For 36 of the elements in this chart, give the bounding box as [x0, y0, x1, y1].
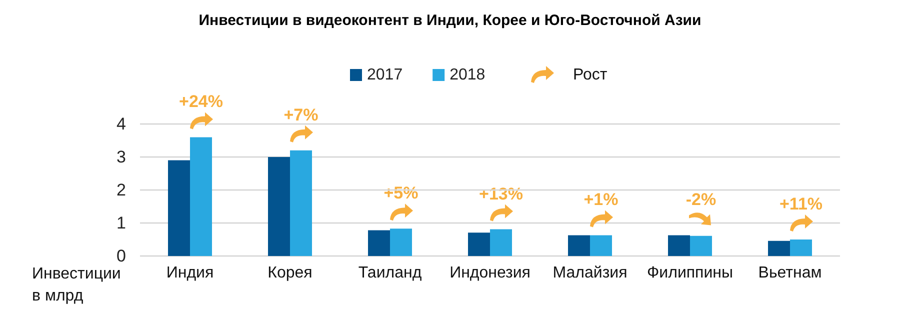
annotation: +7%: [284, 105, 318, 124]
y-tick-label: 1: [116, 214, 126, 232]
bar: [290, 150, 312, 256]
chart-title: Инвестиции в видеоконтент в Индии, Корее и Юго-Восточной Азии: [198, 12, 702, 29]
x-tick-label: Таиланд: [358, 264, 422, 282]
x-tick-label: Малайзия: [552, 264, 628, 282]
bar: [590, 235, 612, 256]
bar: [768, 240, 790, 256]
x-tick-label: Индия: [166, 264, 214, 282]
bar: [668, 235, 690, 256]
y-tick-label: 2: [116, 180, 126, 200]
bar: [168, 160, 190, 256]
annotation: -2%: [686, 190, 716, 210]
y-tick-label: 4: [116, 114, 126, 134]
x-tick-label: Индонезия: [450, 264, 530, 282]
y-tick-label: 3: [116, 148, 126, 166]
legend-label: 2018: [450, 66, 486, 84]
annotation: +11%: [779, 194, 823, 214]
y-axis-title: Инвестиции в млрд: [32, 266, 121, 304]
y-tick-label: 0: [116, 246, 126, 266]
bar: [490, 229, 512, 256]
bar: [268, 157, 290, 256]
bar: [368, 230, 390, 256]
legend-label: 2017: [367, 66, 403, 84]
text: Рост: [573, 66, 608, 84]
annotation: +1%: [584, 190, 618, 210]
text: +24%: [179, 92, 223, 112]
bar: [690, 236, 712, 256]
bar: [390, 228, 412, 256]
bar: [468, 232, 490, 256]
bar: [568, 235, 590, 256]
bar: [790, 240, 812, 256]
bar: [190, 137, 212, 256]
x-tick-label: Вьетнам: [758, 264, 822, 282]
x-tick-label: Корея: [268, 264, 312, 282]
x-tick-label: Филиппины: [647, 264, 733, 282]
